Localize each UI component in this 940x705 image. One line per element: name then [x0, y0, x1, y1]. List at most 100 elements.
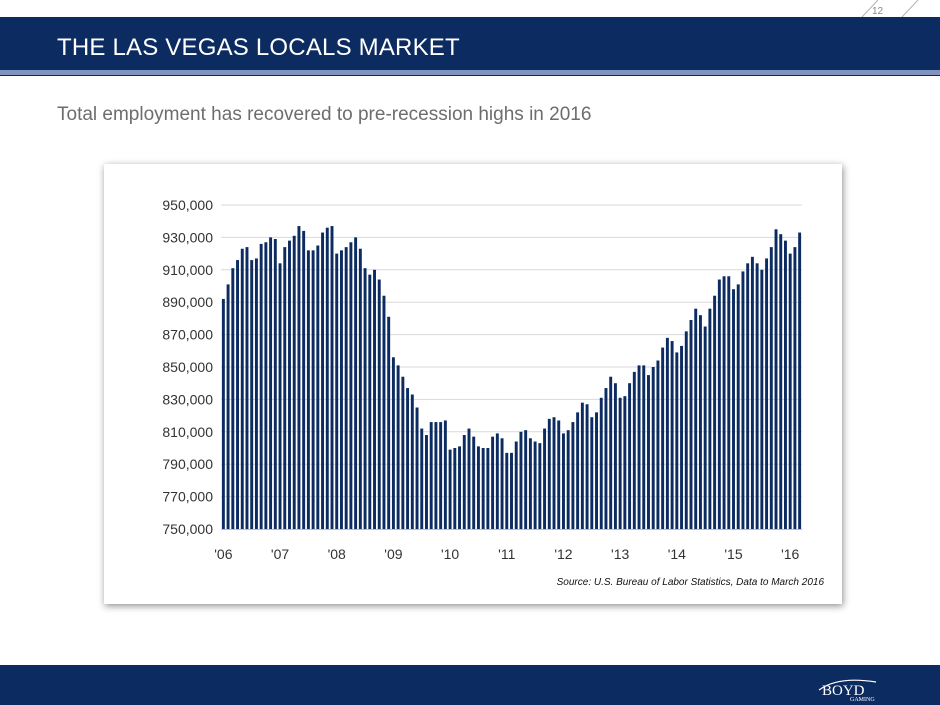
bar-2011-11 — [552, 417, 556, 529]
chart-card: 750,000 770,000 790,000 810,000 830,000 850,0… — [104, 164, 842, 604]
bar-2010-08 — [481, 448, 485, 529]
bar-2013-07 — [647, 375, 650, 529]
x-tick-label: '09 — [384, 546, 402, 562]
bar-2013-04 — [632, 371, 636, 529]
bar-2014-05 — [694, 308, 698, 529]
bar-2014-04 — [689, 320, 693, 529]
svg-text:BOYD: BOYD — [822, 683, 865, 699]
bar-2008-11 — [382, 295, 386, 529]
bar-2013-11 — [665, 337, 669, 529]
bar-2012-11 — [609, 376, 613, 529]
bar-2014-07 — [703, 326, 707, 529]
bar-2006-08 — [254, 258, 258, 529]
y-tick-label: 850,000 — [162, 359, 213, 375]
bar-2010-04 — [462, 435, 466, 529]
bar-2007-10 — [321, 232, 325, 529]
bar-2006-09 — [259, 243, 263, 529]
bar-2012-03 — [571, 422, 575, 529]
bar-2014-12 — [727, 276, 731, 529]
bar-2014-11 — [722, 276, 726, 529]
bar-2016-02 — [793, 247, 797, 529]
bar-2009-08 — [425, 435, 428, 529]
bar-2011-04 — [519, 431, 523, 529]
bar-2006-05 — [240, 248, 244, 529]
bar-2015-10 — [774, 229, 778, 530]
bar-2015-05 — [750, 256, 754, 529]
x-tick-label: '06 — [214, 546, 232, 562]
bar-2010-06 — [472, 436, 476, 529]
bar-2008-06 — [358, 248, 362, 529]
bar-2006-12 — [273, 239, 277, 529]
bar-2007-02 — [283, 247, 287, 529]
bar-2011-05 — [524, 430, 528, 529]
bar-2015-09 — [769, 247, 773, 529]
bar-2009-09 — [429, 422, 433, 529]
bar-2012-07 — [590, 417, 594, 529]
bar-2008-07 — [363, 268, 367, 529]
bar-2015-06 — [755, 263, 759, 529]
bar-2011-06 — [528, 438, 532, 529]
bar-2006-07 — [250, 260, 254, 529]
bar-2015-08 — [765, 258, 769, 529]
header-rule — [0, 70, 940, 75]
bar-2007-06 — [302, 230, 306, 530]
bar-2015-02 — [736, 284, 740, 529]
bar-2013-02 — [623, 396, 627, 529]
bar-2012-02 — [566, 430, 570, 529]
y-tick-label: 890,000 — [162, 294, 213, 310]
bar-2012-10 — [604, 388, 608, 529]
page-number: 12 — [872, 6, 884, 17]
y-tick-label: 930,000 — [162, 229, 213, 245]
x-tick-label: '15 — [724, 546, 742, 562]
bar-2009-06 — [415, 407, 419, 529]
bar-2016-03 — [798, 232, 802, 529]
corner-decoration — [861, 0, 919, 17]
bar-2014-08 — [708, 308, 712, 529]
bar-2013-05 — [637, 365, 641, 529]
bar-2010-01 — [448, 449, 452, 529]
bar-2009-07 — [420, 428, 424, 529]
bar-2010-10 — [491, 436, 495, 529]
bar-2011-07 — [533, 441, 537, 529]
header-bar — [0, 17, 940, 76]
source-note: Source: U.S. Bureau of Labor Statistics,… — [556, 577, 824, 588]
y-tick-label: 870,000 — [162, 327, 213, 343]
svg-text:GAMING: GAMING — [850, 697, 875, 702]
bar-2010-03 — [458, 446, 462, 529]
bar-2014-09 — [713, 295, 717, 529]
bar-2014-01 — [675, 352, 679, 529]
x-tick-label: '12 — [554, 546, 572, 562]
y-tick-labels: 750,000 770,000 790,000 810,000 830,000 850,0… — [162, 197, 213, 537]
slide-title: THE LAS VEGAS LOCALS MARKET — [57, 34, 460, 61]
bar-2006-03 — [231, 268, 235, 529]
bar-2010-05 — [467, 428, 471, 529]
bar-2015-11 — [779, 234, 783, 529]
bar-2013-09 — [656, 360, 660, 529]
bar-2006-06 — [245, 247, 249, 529]
bar-2006-04 — [236, 260, 239, 529]
bar-2006-02 — [226, 284, 230, 529]
bar-2008-05 — [354, 237, 358, 529]
bar-2012-12 — [613, 383, 617, 529]
bar-2013-01 — [618, 397, 622, 529]
bar-2008-09 — [373, 269, 376, 529]
bar-2008-03 — [344, 247, 348, 529]
bar-2007-03 — [288, 240, 291, 529]
bar-2014-06 — [698, 315, 702, 529]
bar-2012-05 — [580, 402, 584, 529]
bar-2012-01 — [561, 433, 565, 529]
bar-2009-02 — [396, 365, 400, 529]
bar-2013-08 — [651, 367, 655, 529]
x-tick-label: '07 — [271, 546, 289, 562]
bar-2007-04 — [292, 235, 296, 529]
bar-2010-11 — [495, 433, 499, 529]
bar-2013-10 — [661, 347, 665, 529]
bar-2010-12 — [500, 438, 504, 529]
subtitle: Total employment has recovered to pre-re… — [57, 104, 592, 125]
bar-2012-09 — [599, 397, 603, 529]
bar-2009-04 — [406, 388, 410, 529]
bar-2007-05 — [297, 226, 301, 529]
bar-2012-04 — [576, 412, 580, 529]
x-tick-label: '11 — [498, 546, 515, 562]
bar-2009-05 — [410, 394, 414, 529]
